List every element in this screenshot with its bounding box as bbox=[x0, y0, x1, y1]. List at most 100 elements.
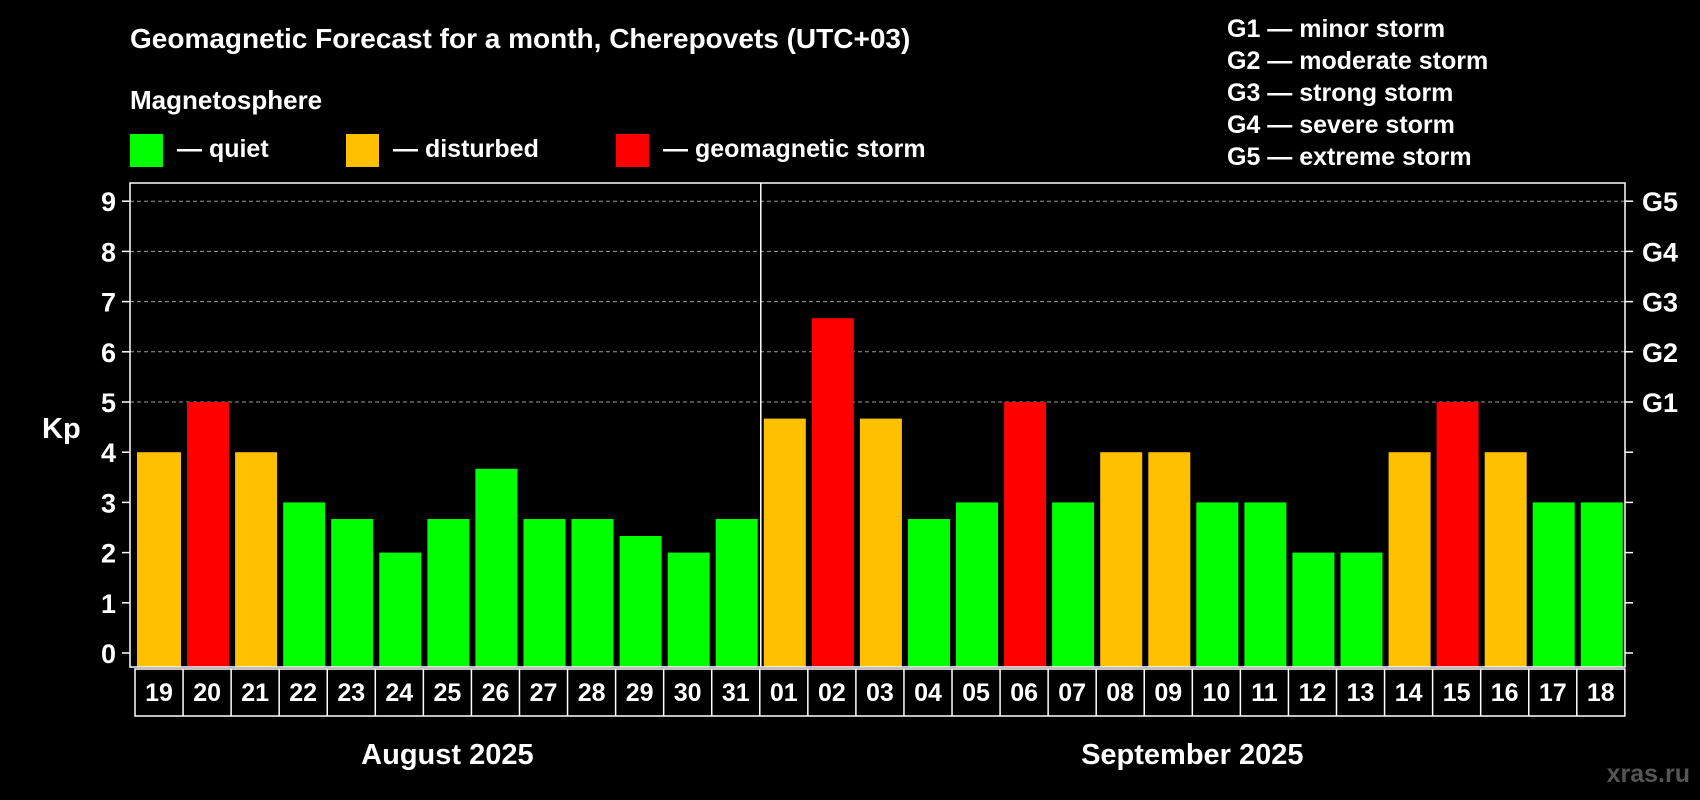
legend-label-storm: — geomagnetic storm bbox=[663, 135, 926, 163]
bar bbox=[331, 519, 374, 667]
bar bbox=[137, 452, 181, 667]
day-label: 11 bbox=[1251, 679, 1278, 707]
day-label: 17 bbox=[1539, 679, 1567, 707]
legend: — quiet — disturbed — geomagnetic storm bbox=[130, 134, 926, 167]
bar bbox=[1148, 452, 1191, 667]
y-tick-label: 9 bbox=[101, 187, 116, 217]
g-level-ticks: G1 G2 G3 G4 G5 bbox=[1625, 187, 1678, 654]
bar bbox=[1100, 452, 1143, 667]
day-labels: 19 20 21 22 23 24 25 26 27 28 29 30 31 01 02 03 04 05 06 07… bbox=[134, 668, 1626, 717]
bar bbox=[475, 468, 518, 667]
bar bbox=[523, 519, 566, 667]
month-labels: August 2025 September 2025 bbox=[361, 739, 1303, 771]
bar bbox=[379, 552, 422, 667]
day-label: 26 bbox=[482, 679, 510, 707]
day-label: 31 bbox=[722, 679, 750, 707]
day-label: 25 bbox=[433, 679, 461, 707]
plot-frame bbox=[129, 182, 1626, 668]
g-level-label: G3 bbox=[1642, 288, 1678, 318]
bar bbox=[908, 519, 950, 667]
bar bbox=[1052, 502, 1095, 667]
bar bbox=[619, 536, 662, 667]
y-tick-label: 2 bbox=[101, 539, 116, 569]
bar bbox=[187, 402, 230, 667]
g-level-label: G1 bbox=[1642, 388, 1678, 418]
day-label: 05 bbox=[962, 679, 990, 707]
day-label: 18 bbox=[1587, 679, 1615, 707]
y-axis-ticks: 0 1 2 3 4 5 6 7 8 9 bbox=[101, 187, 130, 669]
legend-swatch-quiet bbox=[130, 134, 163, 167]
legend-label-disturbed: — disturbed bbox=[393, 135, 539, 163]
day-label: 12 bbox=[1299, 679, 1327, 707]
y-tick-label: 7 bbox=[101, 288, 116, 318]
day-label: 28 bbox=[578, 679, 606, 707]
day-label: 14 bbox=[1395, 679, 1423, 707]
y-tick-label: 6 bbox=[101, 338, 116, 368]
bar bbox=[1532, 502, 1575, 667]
month-label: September 2025 bbox=[1081, 739, 1303, 771]
storm-scale-g5: G5 — extreme storm bbox=[1227, 143, 1472, 171]
day-label: 27 bbox=[530, 679, 558, 707]
day-label: 08 bbox=[1106, 679, 1134, 707]
bar bbox=[763, 418, 806, 667]
day-label: 06 bbox=[1010, 679, 1038, 707]
watermark: xras.ru bbox=[1607, 760, 1690, 788]
bar bbox=[811, 318, 854, 667]
day-label: 23 bbox=[337, 679, 365, 707]
storm-scale-g2: G2 — moderate storm bbox=[1227, 47, 1488, 75]
chart-title: Geomagnetic Forecast for a month, Cherep… bbox=[130, 23, 910, 54]
bar bbox=[283, 502, 326, 667]
bar bbox=[1196, 502, 1239, 667]
g-level-label: G2 bbox=[1642, 338, 1678, 368]
day-label: 07 bbox=[1058, 679, 1086, 707]
day-label: 22 bbox=[289, 679, 317, 707]
legend-swatch-disturbed bbox=[346, 134, 379, 167]
month-label: August 2025 bbox=[361, 739, 533, 771]
day-label: 29 bbox=[626, 679, 654, 707]
day-label: 04 bbox=[914, 679, 942, 707]
legend-swatch-storm bbox=[616, 134, 649, 167]
day-label: 19 bbox=[145, 679, 173, 707]
bar bbox=[235, 452, 278, 667]
bar bbox=[715, 519, 758, 667]
day-label: 01 bbox=[770, 679, 798, 707]
bar bbox=[1580, 502, 1623, 667]
bar bbox=[1484, 452, 1527, 667]
bar bbox=[427, 519, 470, 667]
bars bbox=[137, 318, 1623, 667]
gridlines bbox=[130, 200, 1625, 403]
day-label: 30 bbox=[674, 679, 702, 707]
day-label: 15 bbox=[1443, 679, 1471, 707]
y-tick-label: 0 bbox=[101, 639, 116, 669]
plot-border bbox=[129, 182, 1626, 668]
day-label: 03 bbox=[866, 679, 894, 707]
day-row-border bbox=[134, 668, 1626, 717]
y-tick-label: 4 bbox=[101, 438, 116, 468]
g-level-label: G4 bbox=[1642, 237, 1678, 267]
y-tick-label: 5 bbox=[101, 388, 116, 418]
bar bbox=[667, 552, 710, 667]
storm-scale-g3: G3 — strong storm bbox=[1227, 79, 1453, 107]
y-tick-label: 8 bbox=[101, 237, 116, 267]
day-label: 20 bbox=[193, 679, 221, 707]
bar bbox=[956, 502, 998, 667]
day-label: 10 bbox=[1202, 679, 1230, 707]
bar bbox=[1292, 552, 1335, 667]
bar bbox=[1436, 402, 1479, 667]
bar bbox=[1004, 402, 1047, 667]
bar bbox=[571, 519, 614, 667]
day-label: 16 bbox=[1491, 679, 1519, 707]
legend-label-quiet: — quiet bbox=[177, 135, 269, 163]
bar bbox=[1244, 502, 1287, 667]
y-axis-label: Kp bbox=[42, 413, 81, 445]
bar bbox=[1388, 452, 1431, 667]
day-label: 02 bbox=[818, 679, 846, 707]
day-label: 21 bbox=[241, 679, 269, 707]
bar bbox=[859, 418, 902, 667]
g-level-label: G5 bbox=[1642, 187, 1678, 217]
storm-scale-g1: G1 — minor storm bbox=[1227, 15, 1445, 43]
legend-title: Magnetosphere bbox=[130, 85, 322, 115]
y-tick-label: 1 bbox=[101, 589, 116, 619]
bar bbox=[1340, 552, 1383, 667]
